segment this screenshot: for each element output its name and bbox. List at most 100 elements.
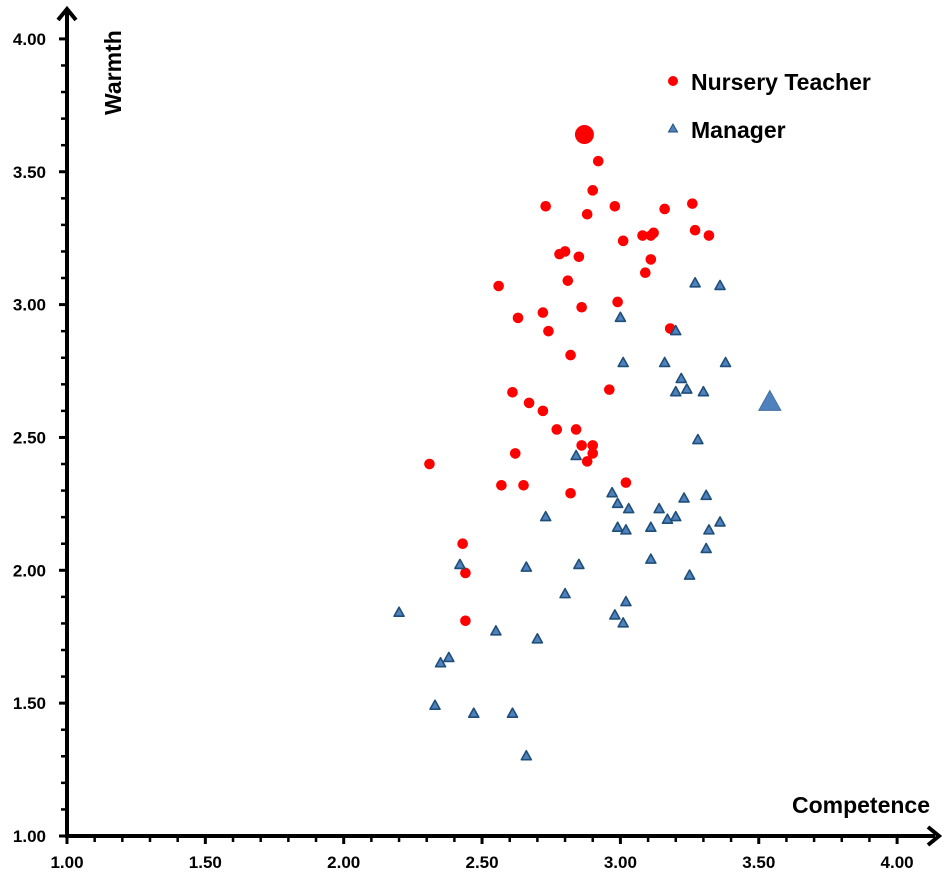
nursery-teacher-point bbox=[689, 224, 701, 236]
manager-point bbox=[531, 633, 544, 644]
nursery-teacher-point bbox=[587, 448, 599, 459]
manager-point bbox=[617, 617, 629, 628]
x-axis-title: Competence bbox=[792, 792, 930, 818]
manager-point bbox=[620, 524, 632, 535]
manager-point bbox=[661, 513, 674, 525]
manager-point bbox=[700, 489, 712, 501]
nursery-teacher-point bbox=[659, 203, 670, 215]
x-tick-label: 3.00 bbox=[604, 853, 637, 872]
y-tick-label: 1.50 bbox=[13, 694, 46, 713]
nursery-teacher-point bbox=[587, 185, 599, 196]
manager-point bbox=[703, 524, 715, 535]
manager-point bbox=[620, 595, 632, 607]
nursery-teacher-point bbox=[523, 397, 535, 409]
manager-point bbox=[645, 553, 657, 564]
x-tick-label: 2.50 bbox=[466, 853, 499, 872]
nursery-teacher-point bbox=[565, 349, 576, 361]
nursery-teacher-point bbox=[587, 440, 599, 451]
manager-point bbox=[429, 699, 441, 711]
legend: Nursery Teacher Manager bbox=[667, 69, 871, 143]
nursery-teacher-point bbox=[565, 487, 576, 499]
nursery-teacher-point bbox=[612, 296, 623, 308]
manager-point bbox=[490, 625, 502, 636]
nursery-teacher-point bbox=[609, 200, 621, 212]
manager-point bbox=[692, 433, 704, 445]
manager-point bbox=[675, 372, 688, 384]
nursery-teacher-point bbox=[620, 477, 632, 488]
manager-point bbox=[617, 356, 629, 368]
manager-point bbox=[683, 569, 696, 580]
nursery-teacher-point bbox=[637, 230, 648, 241]
nursery-teacher-point bbox=[581, 456, 593, 467]
nursery-teacher-point bbox=[460, 615, 471, 627]
nursery-teacher-point bbox=[562, 275, 574, 286]
manager-point bbox=[697, 385, 710, 397]
x-tick-label: 1.50 bbox=[189, 853, 222, 872]
manager-point bbox=[506, 707, 519, 718]
nursery-teacher-point bbox=[604, 384, 615, 395]
nursery-teacher-point bbox=[551, 424, 563, 435]
manager-point bbox=[559, 587, 571, 599]
manager-point bbox=[520, 749, 533, 761]
manager-point bbox=[669, 324, 682, 336]
legend-triangle-icon bbox=[667, 122, 679, 133]
manager-point bbox=[714, 279, 726, 291]
nursery-teacher-point bbox=[509, 448, 521, 459]
manager-point bbox=[467, 707, 480, 718]
nursery-teacher-point bbox=[581, 208, 593, 220]
nursery-teacher-point bbox=[537, 307, 549, 318]
x-tick-label: 3.50 bbox=[742, 853, 775, 872]
nursery-teacher-point bbox=[617, 235, 629, 247]
manager-point bbox=[669, 385, 682, 397]
nursery-teacher-point bbox=[648, 227, 659, 239]
manager-point bbox=[606, 486, 618, 498]
manager-point bbox=[434, 656, 447, 668]
y-tick-label: 3.50 bbox=[13, 163, 46, 182]
manager-point bbox=[689, 276, 701, 288]
manager-point bbox=[669, 510, 682, 522]
y-axis-arrow-icon bbox=[56, 5, 78, 22]
legend-label-manager: Manager bbox=[691, 117, 786, 143]
nursery-teacher-point bbox=[576, 301, 587, 313]
data-markers bbox=[393, 125, 782, 761]
legend-circle-icon bbox=[668, 76, 678, 86]
nursery-teacher-point bbox=[496, 479, 507, 491]
x-tick-label: 1.00 bbox=[50, 853, 83, 872]
nursery-teacher-point bbox=[518, 479, 529, 491]
nursery-teacher-point bbox=[457, 538, 468, 550]
nursery-teacher-point bbox=[512, 312, 524, 324]
nursery-teacher-point bbox=[424, 458, 435, 470]
nursery-teacher-point bbox=[493, 280, 504, 292]
manager-point bbox=[611, 521, 624, 533]
nursery-teacher-point bbox=[543, 325, 554, 337]
manager-point bbox=[539, 510, 552, 522]
manager-point bbox=[609, 609, 621, 620]
y-tick-label: 3.00 bbox=[13, 296, 46, 315]
nursery-teacher-point bbox=[645, 254, 657, 265]
nursery-teacher-point bbox=[570, 424, 582, 435]
manager-point bbox=[678, 492, 690, 503]
manager-point bbox=[443, 651, 455, 663]
y-axis-title: Warmth bbox=[100, 30, 126, 115]
nursery-teacher-point bbox=[703, 230, 715, 241]
nursery-teacher-point bbox=[576, 440, 587, 451]
nursery-teacher-mean-point bbox=[574, 125, 594, 145]
manager-point bbox=[520, 561, 533, 572]
nursery-teacher-point bbox=[592, 155, 604, 167]
y-tick-label: 2.00 bbox=[13, 561, 46, 580]
nursery-teacher-point bbox=[537, 405, 549, 417]
manager-point bbox=[614, 311, 627, 323]
manager-point bbox=[454, 558, 466, 570]
manager-mean-point bbox=[757, 389, 782, 411]
x-tick-label: 4.00 bbox=[881, 853, 914, 872]
nursery-teacher-point bbox=[640, 267, 651, 279]
y-tick-label: 1.00 bbox=[13, 827, 46, 846]
legend-label-nursery-teacher: Nursery Teacher bbox=[691, 69, 871, 95]
x-axis-arrow-icon bbox=[926, 825, 943, 847]
manager-point bbox=[653, 502, 665, 514]
manager-point bbox=[622, 502, 635, 514]
nursery-teacher-point bbox=[559, 246, 571, 257]
manager-point bbox=[719, 356, 732, 368]
y-tick-label: 2.50 bbox=[13, 428, 46, 447]
